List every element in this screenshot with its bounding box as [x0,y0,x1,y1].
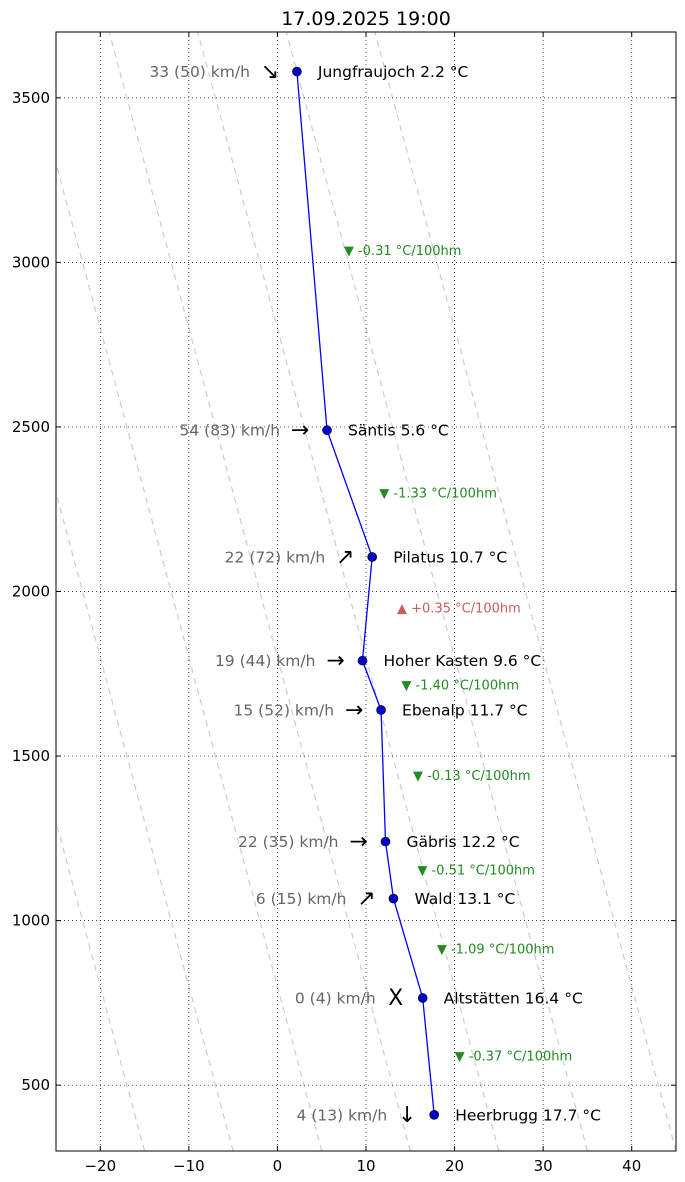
grid [56,32,676,1151]
wind-label-1: 54 (83) km/h [180,422,281,440]
temperature-profile-line [296,71,435,1115]
x-tick-label-4: 20 [445,1157,464,1175]
lapse-rate-label-4: ▼ -0.13 °C/100hm [413,769,531,784]
axis-ticks: −20 −10 0 10 20 30 40 500 1000 1500 2000 2500 3000 35… [12,32,676,1175]
x-tick-label-5: 30 [534,1157,553,1175]
y-tick-label-4: 2500 [12,418,50,436]
wind-label-0: 33 (50) km/h [149,63,250,81]
station-marker-0 [292,66,302,77]
wind-arrow-2: ↗ [336,545,354,570]
station-label-4: Ebenalp 11.7 °C [402,701,528,719]
wind-arrow-7: X [388,986,403,1011]
y-tick-label-6: 3500 [12,89,50,107]
wind-arrow-0: ↘ [261,59,279,84]
station-marker-5 [380,836,391,847]
wind-arrow-1: → [291,418,309,443]
lapse-rate-label-1: ▼ -1.33 °C/100hm [379,486,497,501]
dry-adiabat-7 [108,32,411,1151]
station-label-6: Wald 13.1 °C [414,890,515,908]
wind-label-2: 22 (72) km/h [225,548,326,566]
lapse-rate-label-3: ▼ -1.40 °C/100hm [401,678,519,693]
station-label-8: Heerbrugg 17.7 °C [455,1106,601,1124]
station-label-7: Altstätten 16.4 °C [444,989,583,1007]
station-label-5: Gäbris 12.2 °C [406,833,519,851]
station-label-0: Jungfraujoch 2.2 °C [317,63,468,81]
x-tick-label-0: −20 [84,1157,116,1175]
station-marker-6 [388,893,399,904]
y-tick-label-1: 1000 [12,912,50,930]
station-marker-8 [429,1109,440,1120]
wind-label-3: 19 (44) km/h [215,652,316,670]
wind-label-5: 22 (35) km/h [238,833,339,851]
station-markers [292,66,440,1120]
station-label-2: Pilatus 10.7 °C [393,548,507,566]
wind-label-7: 0 (4) km/h [295,989,376,1007]
wind-arrow-5: → [349,830,367,855]
wind-label-6: 6 (15) km/h [256,890,347,908]
y-tick-label-5: 3000 [12,253,50,271]
x-tick-label-3: 10 [356,1157,375,1175]
wind-label-4: 15 (52) km/h [234,701,335,719]
y-tick-label-0: 500 [21,1076,50,1094]
profile-polyline [296,71,435,1115]
dry-adiabats [56,32,676,1151]
wind-label-8: 4 (13) km/h [297,1106,388,1124]
lapse-rate-label-7: ▼ -0.37 °C/100hm [455,1050,573,1065]
x-tick-label-1: −10 [173,1157,205,1175]
station-marker-4 [376,705,386,715]
lapse-rate-label-5: ▼ -0.51 °C/100hm [417,863,535,878]
y-tick-label-3: 2000 [12,583,50,601]
x-tick-label-6: 40 [622,1157,641,1175]
station-labels: Jungfraujoch 2.2 °C ↘ 33 (50) km/h Säntis 5… [149,59,601,1127]
lapse-rate-label-6: ▼ -1.09 °C/100hm [437,942,555,957]
station-label-1: Säntis 5.6 °C [348,422,449,440]
wind-arrow-6: ↗ [357,887,375,912]
wind-arrow-3: → [326,649,344,674]
wind-arrow-4: → [345,698,363,723]
lapse-rate-labels: ▼ -0.31 °C/100hm ▼ -1.33 °C/100hm ▲ +0.35 … [344,244,572,1065]
x-tick-label-2: 0 [273,1157,283,1175]
chart-title: 17.09.2025 19:00 [281,8,451,30]
y-tick-label-2: 1500 [12,747,50,765]
station-label-3: Hoher Kasten 9.6 °C [383,652,541,670]
station-marker-3 [357,655,368,666]
wind-arrow-8: ↓ [398,1103,416,1128]
station-marker-2 [367,552,378,562]
lapse-rate-label-2: ▲ +0.35 °C/100hm [397,602,521,617]
station-marker-1 [322,425,332,436]
lapse-rate-label-0: ▼ -0.31 °C/100hm [344,244,462,259]
station-marker-7 [417,993,428,1003]
